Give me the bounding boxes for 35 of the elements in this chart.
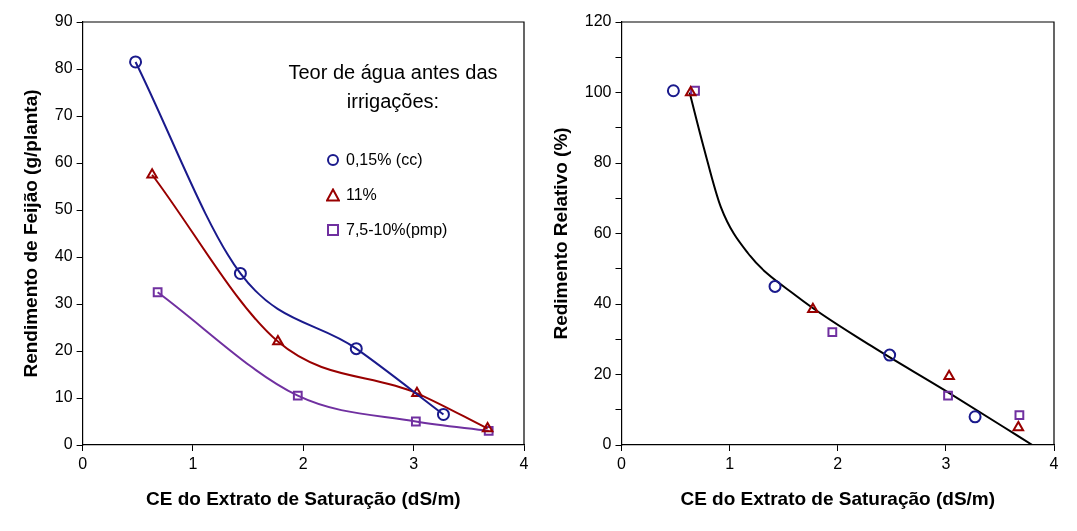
y-tick-label: 10 (54, 388, 73, 406)
y-tick-label: 50 (54, 200, 73, 218)
y-tick-label: 90 (54, 12, 73, 30)
x-axis-title: CE do Extrato de Saturação (dS/m) (680, 487, 996, 509)
legend-label: 7,5-10%(pmp) (346, 220, 448, 239)
y-tick-label: 0 (63, 435, 73, 453)
y-tick-label: 60 (54, 153, 73, 171)
x-tick-label: 1 (725, 455, 735, 473)
y-tick-label: 20 (593, 364, 612, 382)
y-tick-label: 60 (593, 223, 612, 241)
legend-title: Teor de água antes das irrigações: (288, 60, 498, 114)
y-tick-label: 20 (54, 341, 73, 359)
legend-label: 11% (346, 185, 377, 204)
x-tick-label: 0 (78, 455, 88, 473)
y-tick-label: 100 (584, 82, 612, 100)
legend-label: 0,15% (cc) (346, 150, 423, 169)
x-tick-label: 1 (188, 455, 198, 473)
y-tick-label: 80 (593, 153, 612, 171)
y-axis-title: Redimento Relativo (%) (549, 127, 571, 340)
y-tick-label: 40 (593, 294, 612, 312)
x-tick-label: 3 (409, 455, 419, 473)
y-tick-label: 40 (54, 247, 73, 265)
y-tick-label: 80 (54, 59, 73, 77)
x-axis-title: CE do Extrato de Saturação (dS/m) (145, 487, 461, 509)
y-tick-label: 70 (54, 106, 73, 124)
x-tick-label: 2 (833, 455, 843, 473)
x-tick-label: 3 (941, 455, 951, 473)
y-axis-title: Rendimento de Feijão (g/planta) (19, 89, 41, 378)
x-tick-label: 4 (519, 455, 529, 473)
y-tick-label: 30 (54, 294, 73, 312)
x-tick-label: 0 (617, 455, 627, 473)
x-tick-label: 4 (1049, 455, 1059, 473)
x-tick-label: 2 (298, 455, 308, 473)
y-tick-label: 0 (602, 435, 612, 453)
y-tick-label: 120 (584, 12, 612, 30)
